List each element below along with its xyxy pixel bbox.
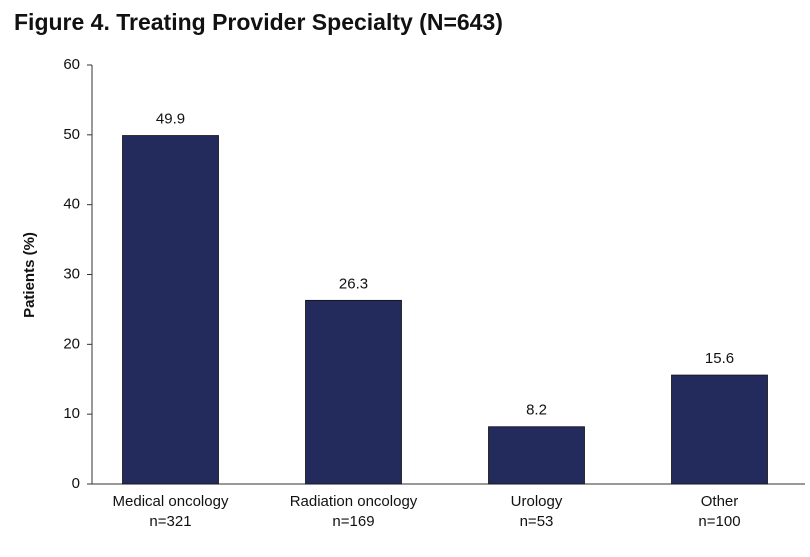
y-tick-label: 50 [63, 126, 80, 143]
x-tick-note: n=169 [332, 513, 374, 530]
y-tick-label: 40 [63, 196, 80, 213]
y-tick-label: 20 [63, 335, 80, 352]
y-tick-label: 0 [72, 475, 80, 492]
x-tick-note: n=321 [149, 513, 191, 530]
x-tick-label: Radiation oncology [290, 493, 418, 510]
value-label: 15.6 [705, 350, 734, 367]
value-label: 26.3 [339, 275, 368, 292]
chart-title: Figure 4. Treating Provider Specialty (N… [14, 9, 503, 35]
y-tick-label: 30 [63, 265, 80, 282]
x-tick-note: n=53 [520, 513, 554, 530]
bar [305, 299, 402, 485]
bar [671, 374, 768, 485]
x-tick-label: Medical oncology [113, 493, 229, 510]
bar [122, 135, 219, 485]
value-label: 49.9 [156, 111, 185, 128]
x-tick-note: n=100 [698, 513, 740, 530]
y-tick-label: 60 [63, 56, 80, 73]
y-axis-label: Patients (%) [21, 232, 38, 318]
value-label: 8.2 [526, 402, 547, 419]
y-tick-label: 10 [63, 405, 80, 422]
x-tick-label: Other [701, 493, 739, 510]
x-tick-label: Urology [511, 493, 563, 510]
bar [488, 426, 585, 485]
